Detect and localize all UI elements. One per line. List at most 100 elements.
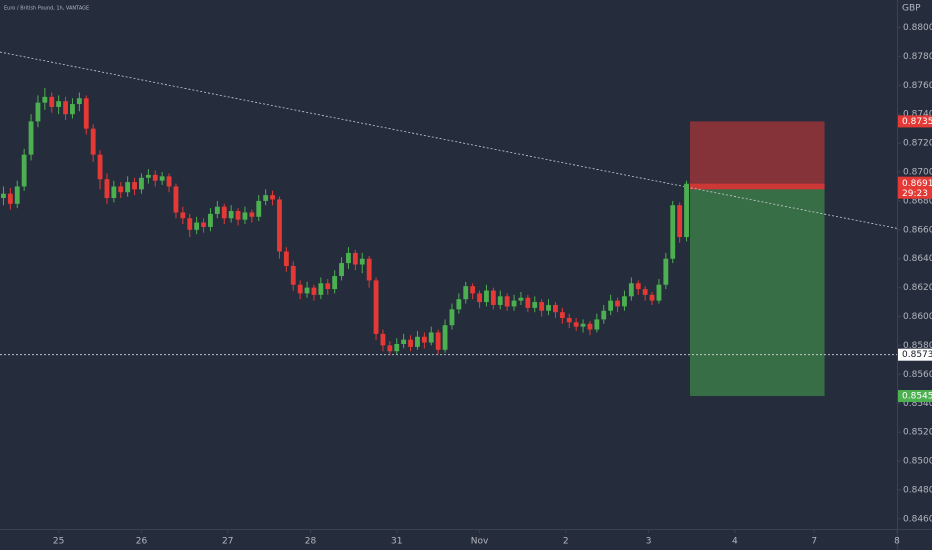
candle-body <box>187 218 193 230</box>
candle-body <box>104 179 110 199</box>
candle-body <box>214 206 220 214</box>
candle-body <box>249 212 255 217</box>
candle-body <box>525 297 531 308</box>
candle-body <box>553 304 558 313</box>
candle-body <box>415 336 420 347</box>
candle-body <box>339 263 344 277</box>
candle-body <box>201 222 206 227</box>
candle-body <box>1 193 6 199</box>
x-tick-label: 27 <box>222 537 233 547</box>
horizontal-line-badge <box>898 348 932 361</box>
candle-body <box>352 252 358 265</box>
candle-body <box>387 345 393 352</box>
candle-body <box>7 193 13 204</box>
candle-body <box>359 258 365 265</box>
x-tick-label: 31 <box>391 537 402 547</box>
candle-body <box>394 343 400 352</box>
candle-body <box>208 213 213 227</box>
candle-body <box>622 296 627 307</box>
candle-body <box>456 299 462 310</box>
candle-body <box>470 286 476 294</box>
candle-body <box>401 339 407 344</box>
candle-body <box>346 252 351 264</box>
candle-body <box>83 98 89 129</box>
candle-body <box>159 176 165 181</box>
candle-body <box>477 293 482 303</box>
candle-body <box>504 296 510 307</box>
candle-body <box>484 290 489 303</box>
candle-body <box>277 199 282 252</box>
x-tick-label: 25 <box>53 537 64 547</box>
x-tick-label: 3 <box>646 537 652 547</box>
candle-body <box>125 182 131 193</box>
candle-body <box>442 325 448 350</box>
candle-body <box>256 200 262 217</box>
candle-body <box>35 102 41 122</box>
trendline <box>0 51 898 229</box>
candle-body <box>325 283 331 290</box>
candle-body <box>235 211 241 220</box>
candle-body <box>111 186 117 199</box>
candle-body <box>63 101 68 115</box>
candle-body <box>42 96 48 103</box>
candle-body <box>684 183 689 238</box>
candle-body <box>559 312 565 318</box>
x-tick-label: 2 <box>563 537 569 547</box>
candle-body <box>601 310 607 320</box>
chart-title: Euro / British Pound, 1h, VANTAGE <box>4 6 89 12</box>
candle-body <box>318 283 324 295</box>
candle-body <box>566 317 572 323</box>
stop-zone <box>690 121 825 190</box>
candle-body <box>297 284 303 294</box>
candle-body <box>663 258 669 285</box>
currency-label: GBP <box>902 4 921 14</box>
countdown-label: 29:23 <box>902 189 928 199</box>
last-price-badge <box>898 176 932 199</box>
candle-body <box>518 297 524 301</box>
candle-body <box>539 302 545 311</box>
candle-body <box>490 290 496 305</box>
candle-body <box>332 276 338 290</box>
candle-body <box>56 101 62 107</box>
candle-body <box>573 322 579 327</box>
candle-body <box>49 96 55 107</box>
last-price-label: 0.86919 <box>902 179 932 189</box>
candle-body <box>435 332 441 350</box>
candle-body <box>628 283 634 297</box>
candle-body <box>677 205 683 238</box>
candle-body <box>587 323 593 330</box>
candle-body <box>594 319 600 330</box>
candle-body <box>463 286 469 300</box>
candle-body <box>421 336 427 343</box>
candle-body <box>408 339 413 347</box>
x-tick-label: 28 <box>305 537 317 547</box>
x-tick-label: 7 <box>811 537 817 547</box>
candle-body <box>70 104 75 115</box>
candle-body <box>14 186 20 204</box>
candle-body <box>132 182 137 190</box>
candle-body <box>152 174 158 181</box>
candle-body <box>615 300 620 307</box>
candle-body <box>28 121 34 155</box>
candle-body <box>311 287 317 295</box>
candle-body <box>21 154 27 187</box>
candle-body <box>145 174 151 178</box>
candle-body <box>166 176 172 187</box>
candle-body <box>366 258 372 281</box>
candle-body <box>428 332 434 343</box>
candle-body <box>173 186 179 213</box>
candle-body <box>642 289 648 295</box>
